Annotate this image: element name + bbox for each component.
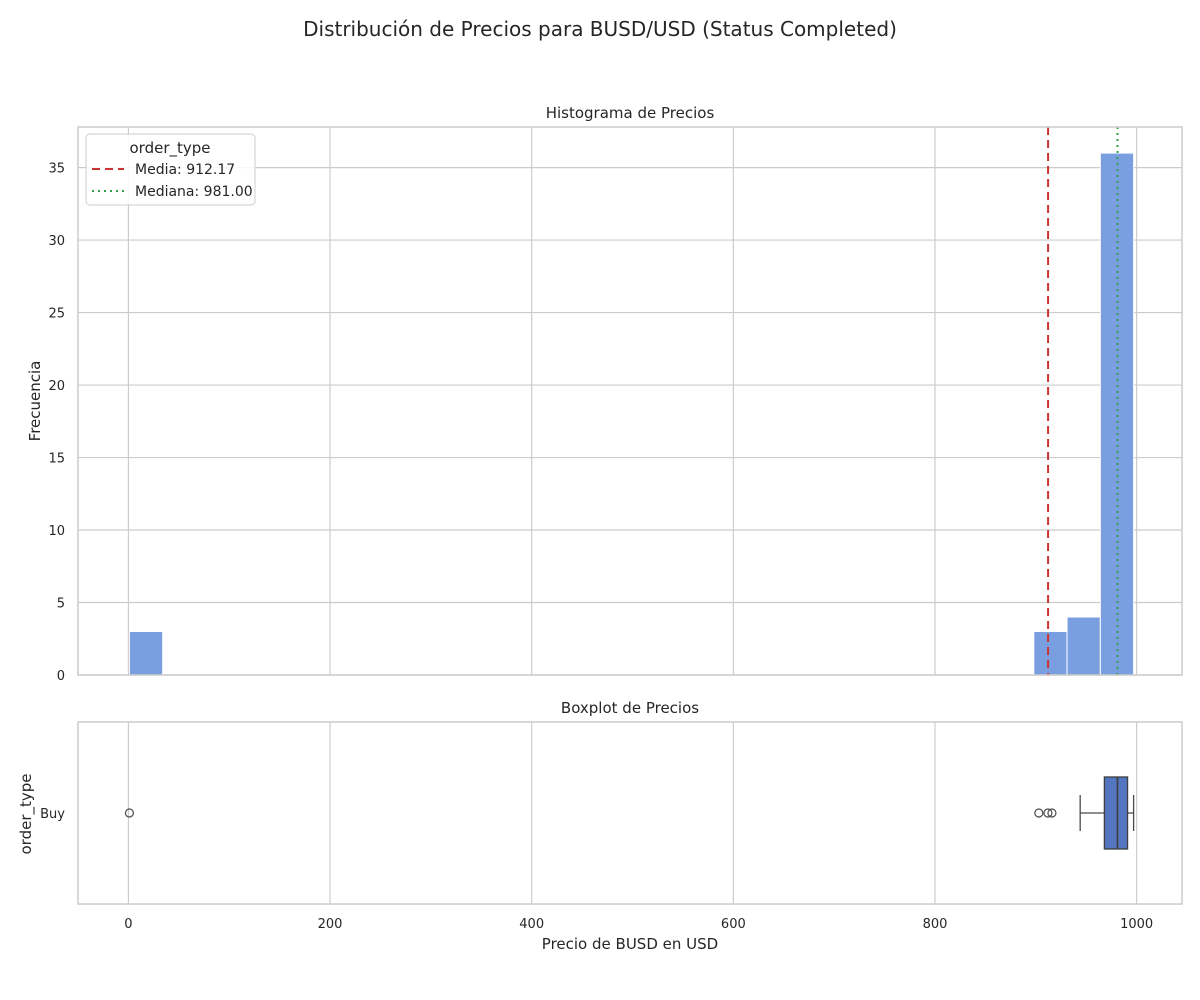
boxplot-box bbox=[1103, 776, 1129, 850]
x-tick-label: 200 bbox=[318, 917, 343, 932]
histogram-panel: Histograma de Precios 0 5 10 15 20 25 30 35 Fre… bbox=[26, 104, 1183, 684]
x-tick-label: 1000 bbox=[1120, 917, 1153, 932]
boxplot-category-label: Buy bbox=[40, 807, 65, 822]
figure-title: Distribución de Precios para BUSD/USD (S… bbox=[303, 17, 897, 41]
boxplot-grid bbox=[127, 722, 1138, 904]
boxplot-panel: Boxplot de Precios Buy order_type 0 200 40… bbox=[17, 699, 1183, 953]
histogram-y-ticks: 0 5 10 15 20 25 30 35 bbox=[48, 162, 65, 684]
histogram-grid bbox=[78, 127, 1182, 676]
x-ticks: 0 200 400 600 800 1000 bbox=[124, 917, 1153, 932]
histogram-title: Histograma de Precios bbox=[546, 104, 715, 122]
histogram-bar bbox=[1066, 616, 1101, 676]
legend: order_type Media: 912.17 Mediana: 981.00 bbox=[85, 133, 256, 206]
histogram-bar bbox=[1033, 631, 1068, 676]
histogram-y-tick-label: 35 bbox=[48, 162, 65, 177]
histogram-bar bbox=[1099, 152, 1135, 676]
x-tick-label: 0 bbox=[124, 917, 132, 932]
boxplot-marks bbox=[124, 776, 1135, 850]
histogram-y-tick-label: 20 bbox=[48, 379, 65, 394]
boxplot-y-label: order_type bbox=[17, 773, 36, 854]
boxplot-outlier bbox=[1043, 808, 1053, 818]
x-tick-label: 600 bbox=[721, 917, 746, 932]
histogram-y-tick-label: 10 bbox=[48, 524, 65, 539]
histogram-bar bbox=[128, 631, 164, 676]
boxplot-title: Boxplot de Precios bbox=[561, 699, 699, 717]
boxplot-frame bbox=[77, 721, 1183, 905]
legend-label-mean: Media: 912.17 bbox=[135, 162, 235, 178]
x-tick-label: 400 bbox=[519, 917, 544, 932]
histogram-y-tick-label: 15 bbox=[48, 452, 65, 467]
boxplot-outlier bbox=[124, 808, 135, 818]
histogram-y-tick-label: 5 bbox=[57, 597, 65, 612]
histogram-y-label: Frecuencia bbox=[26, 361, 44, 442]
legend-box bbox=[85, 133, 256, 206]
histogram-y-tick-label: 0 bbox=[57, 669, 65, 684]
x-tick-label: 800 bbox=[923, 917, 948, 932]
x-axis-label: Precio de BUSD en USD bbox=[542, 935, 718, 953]
histogram-y-tick-label: 25 bbox=[48, 307, 65, 322]
boxplot-outlier bbox=[1034, 808, 1044, 818]
histogram-y-tick-label: 30 bbox=[48, 234, 65, 249]
histogram-bars bbox=[128, 152, 1135, 676]
legend-label-median: Mediana: 981.00 bbox=[135, 184, 253, 200]
histogram-frame bbox=[77, 126, 1183, 676]
histogram-reference-lines bbox=[1047, 127, 1119, 675]
legend-title: order_type bbox=[129, 139, 210, 158]
boxplot-outlier bbox=[1047, 808, 1057, 818]
